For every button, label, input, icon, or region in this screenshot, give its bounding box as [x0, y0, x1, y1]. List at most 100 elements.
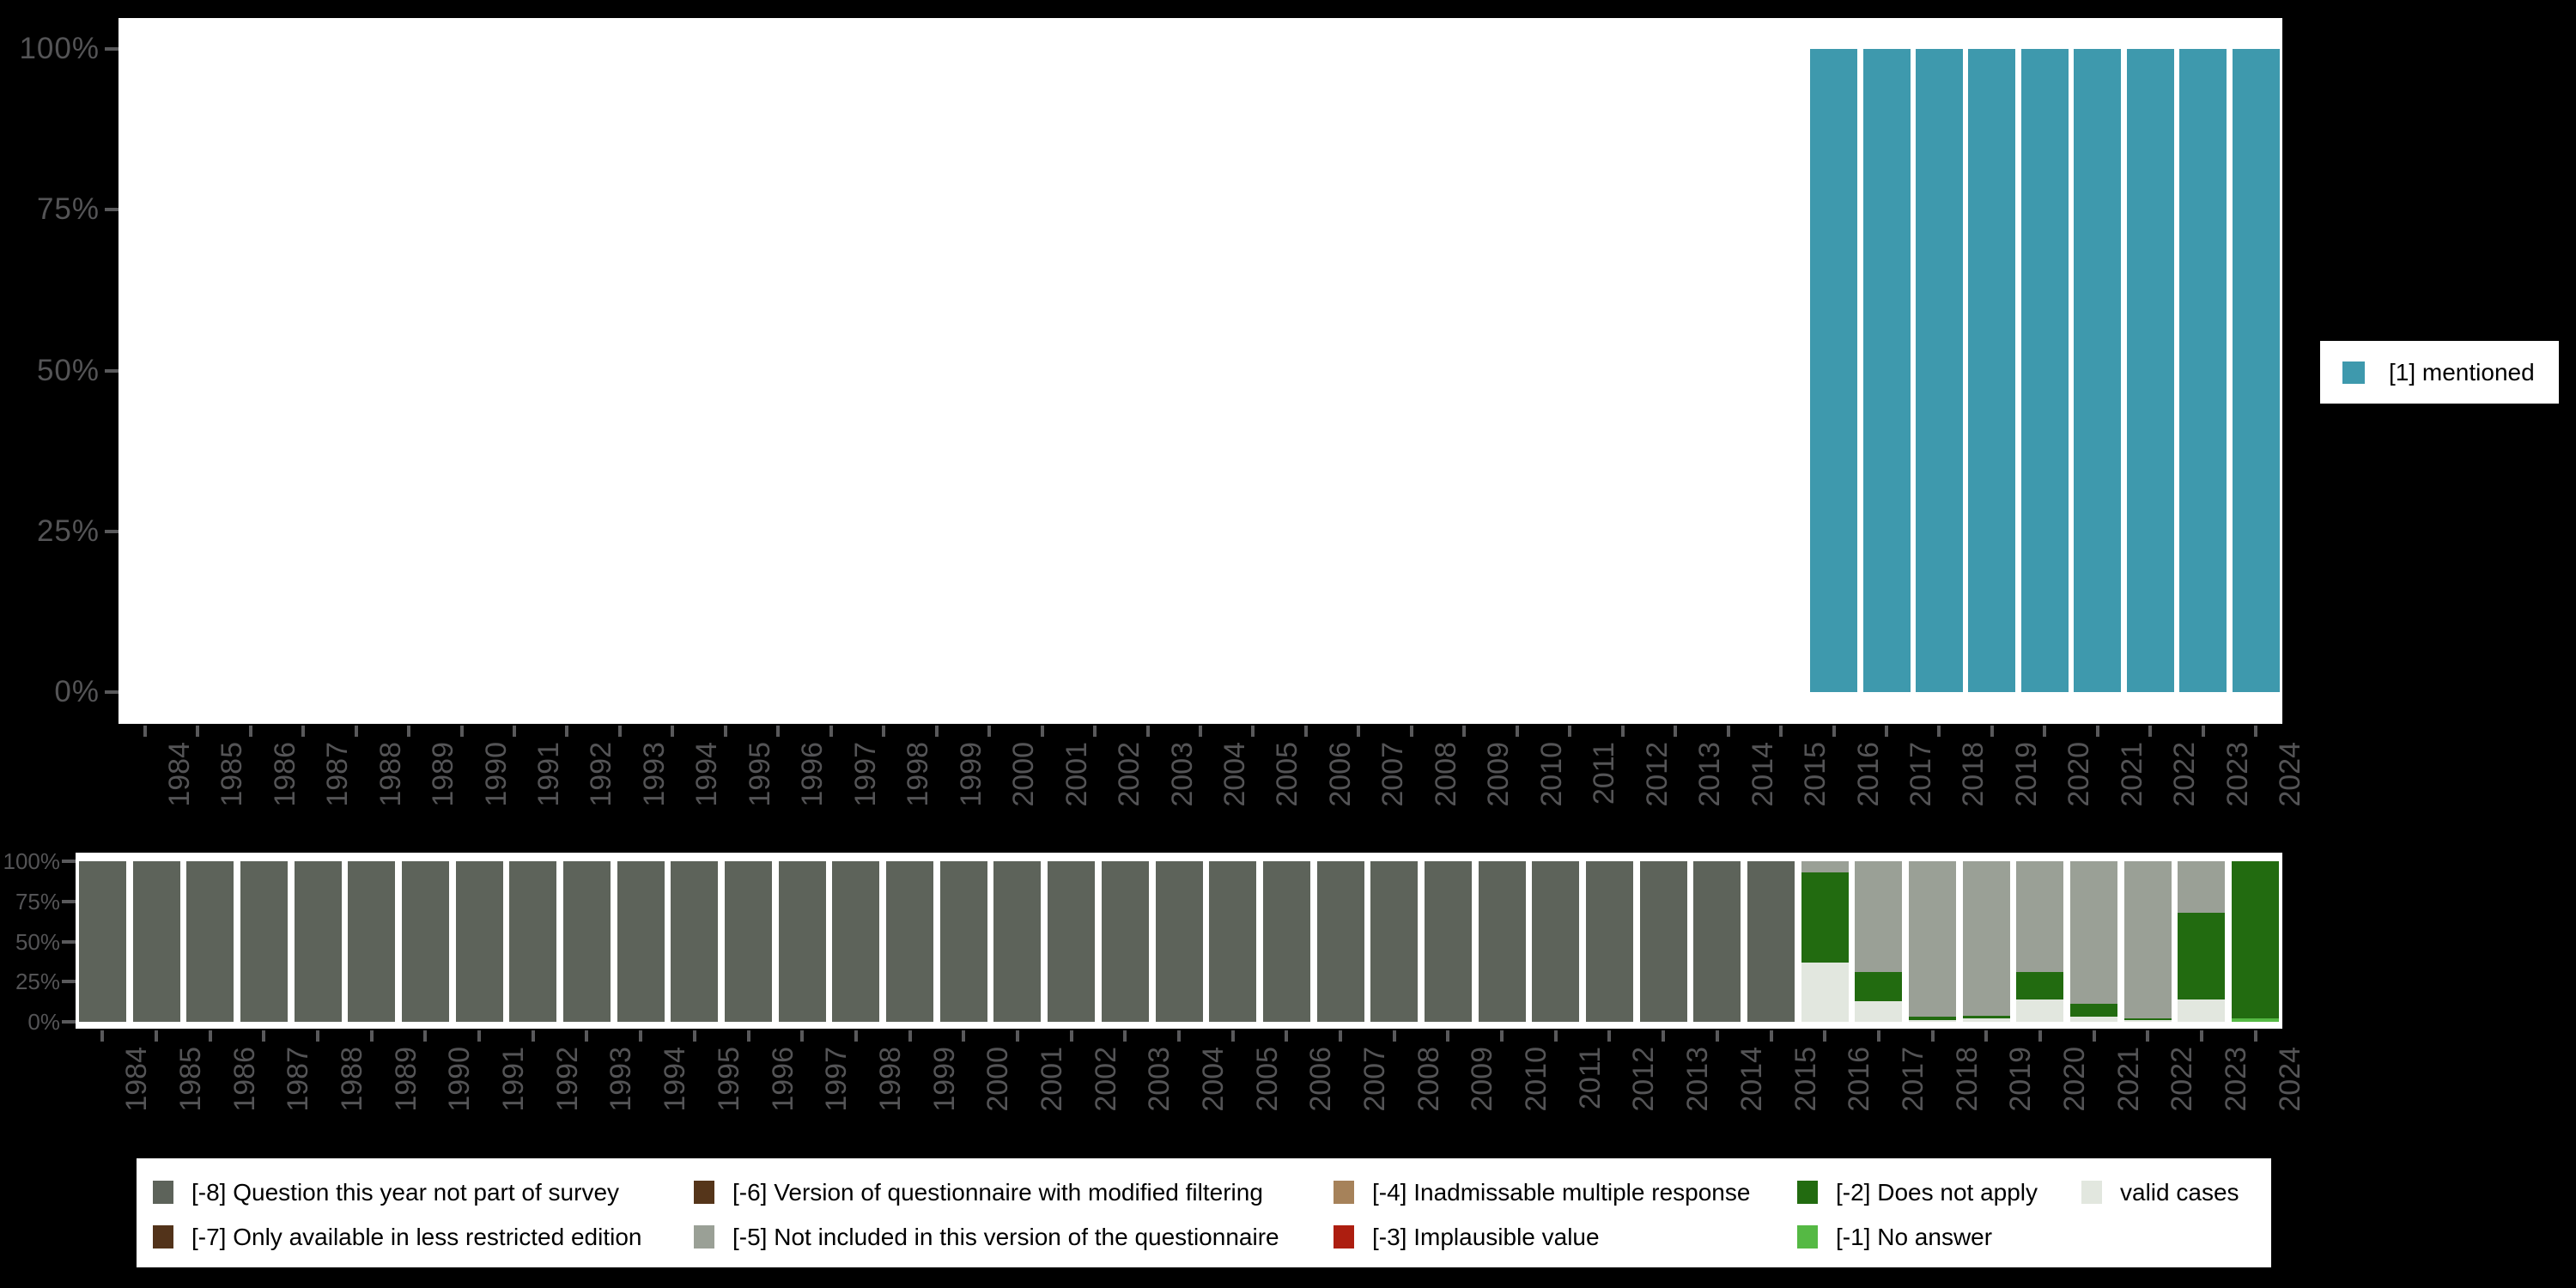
x-axis-tick: [1462, 726, 1467, 737]
x-axis-year-label: 1989: [427, 742, 460, 807]
x-axis-tick: [2199, 1030, 2203, 1042]
x-axis-tick: [1040, 726, 1044, 737]
y-axis-tick: [62, 980, 76, 984]
y-axis-tick: [105, 208, 118, 212]
x-axis-year-label: 1988: [336, 1047, 369, 1112]
x-axis-year-label: 2010: [1534, 742, 1568, 807]
x-axis-year-label: 2022: [2166, 1047, 2199, 1112]
bar-segment: [2126, 49, 2174, 692]
x-axis-year-label: 1994: [690, 742, 724, 807]
x-axis-year-label: 2008: [1412, 1047, 1445, 1112]
x-axis-tick: [2146, 1030, 2150, 1042]
y-axis-tick: [105, 529, 118, 533]
x-axis-tick: [100, 1030, 105, 1042]
x-axis-year-label: 2013: [1693, 742, 1727, 807]
bar-segment: [1585, 861, 1633, 1022]
x-axis-year-label: 2020: [2063, 742, 2096, 807]
x-axis-year-label: 2002: [1113, 742, 1146, 807]
bar-segment: [2123, 1018, 2172, 1021]
bar-segment: [562, 861, 611, 1022]
y-axis-tick: [105, 47, 118, 51]
x-axis-tick: [1885, 726, 1889, 737]
x-axis-tick: [1937, 726, 1941, 737]
x-axis-year-label: 2003: [1143, 1047, 1176, 1112]
x-axis-tick: [882, 726, 886, 737]
x-axis-year-label: 1998: [902, 742, 935, 807]
x-axis-tick: [1568, 726, 1572, 737]
x-axis-tick: [671, 726, 675, 737]
bar-segment: [1101, 861, 1149, 1022]
bar-segment: [186, 861, 234, 1022]
legend-swatch: [1797, 1225, 1818, 1249]
x-axis-tick: [407, 726, 411, 737]
x-axis-year-label: 2021: [2111, 1047, 2145, 1112]
x-axis-year-label: 2003: [1165, 742, 1199, 807]
x-axis-year-label: 2018: [1950, 1047, 1984, 1112]
x-axis-year-label: 1993: [637, 742, 671, 807]
x-axis-tick: [1339, 1030, 1343, 1042]
legend-label: [-7] Only available in less restricted e…: [191, 1224, 642, 1250]
x-axis-year-label: 1985: [216, 742, 249, 807]
x-axis-tick: [1620, 726, 1625, 737]
y-axis-tick: [62, 860, 76, 863]
bar-segment: [993, 861, 1042, 1022]
x-axis-year-label: 2024: [2274, 742, 2307, 807]
missing-codes-legend: [-8] Question this year not part of surv…: [137, 1158, 2271, 1267]
x-axis-year-label: 2009: [1466, 1047, 1499, 1112]
x-axis-tick: [155, 1030, 159, 1042]
x-axis-tick: [776, 726, 781, 737]
bar-segment: [1048, 861, 1096, 1022]
bar-segment: [132, 861, 180, 1022]
y-axis-tick: [62, 1020, 76, 1024]
x-axis-year-label: 2016: [1851, 742, 1885, 807]
y-axis-label: 100%: [3, 848, 61, 874]
x-axis-tick: [248, 726, 252, 737]
x-axis-tick: [1553, 1030, 1558, 1042]
legend-swatch: [2081, 1181, 2102, 1204]
bar-segment: [1909, 1020, 1957, 1022]
legend-swatch: [694, 1225, 714, 1249]
bar-segment: [2070, 1004, 2118, 1018]
x-axis-year-label: 2000: [1007, 742, 1041, 807]
bar-segment: [1962, 1018, 2010, 1022]
bar-segment: [2179, 49, 2227, 692]
x-axis-year-label: 1996: [766, 1047, 799, 1112]
x-axis-tick: [531, 1030, 535, 1042]
x-axis-tick: [639, 1030, 643, 1042]
mentioned-legend-swatch: [2342, 361, 2365, 384]
x-axis-tick: [934, 726, 939, 737]
x-axis-tick: [143, 726, 147, 737]
bar-segment: [2178, 861, 2226, 913]
x-axis-tick: [1726, 726, 1730, 737]
y-axis-label: 0%: [27, 1009, 60, 1035]
x-axis-tick: [617, 726, 622, 737]
x-axis-tick: [1832, 726, 1836, 737]
x-axis-year-label: 2010: [1520, 1047, 1553, 1112]
x-axis-year-label: 2024: [2273, 1047, 2306, 1112]
x-axis-year-label: 2001: [1060, 742, 1093, 807]
bar-segment: [294, 861, 342, 1022]
x-axis-year-label: 2005: [1250, 1047, 1284, 1112]
bar-segment: [2178, 999, 2226, 1022]
x-axis-year-label: 1994: [659, 1047, 692, 1112]
x-axis-tick: [1409, 726, 1413, 737]
y-axis-label: 0%: [54, 675, 100, 708]
x-axis-year-label: 2011: [1573, 1047, 1607, 1110]
y-axis-tick: [105, 690, 118, 694]
x-axis-year-label: 1993: [605, 1047, 638, 1112]
x-axis-year-label: 2001: [1035, 1047, 1068, 1112]
bar-segment: [939, 861, 987, 1022]
x-axis-tick: [1715, 1030, 1719, 1042]
x-axis-tick: [829, 726, 833, 737]
bar-segment: [2020, 49, 2069, 692]
x-axis-tick: [1984, 1030, 1989, 1042]
x-axis-tick: [2201, 726, 2205, 737]
bar-segment: [1855, 861, 1903, 973]
bar-segment: [1209, 861, 1257, 1022]
legend-swatch: [1334, 1181, 1354, 1204]
x-axis-year-label: 1998: [873, 1047, 907, 1112]
x-axis-tick: [692, 1030, 696, 1042]
bar-segment: [1262, 861, 1310, 1022]
x-axis-year-label: 2019: [2004, 1047, 2038, 1112]
x-axis-tick: [565, 726, 569, 737]
